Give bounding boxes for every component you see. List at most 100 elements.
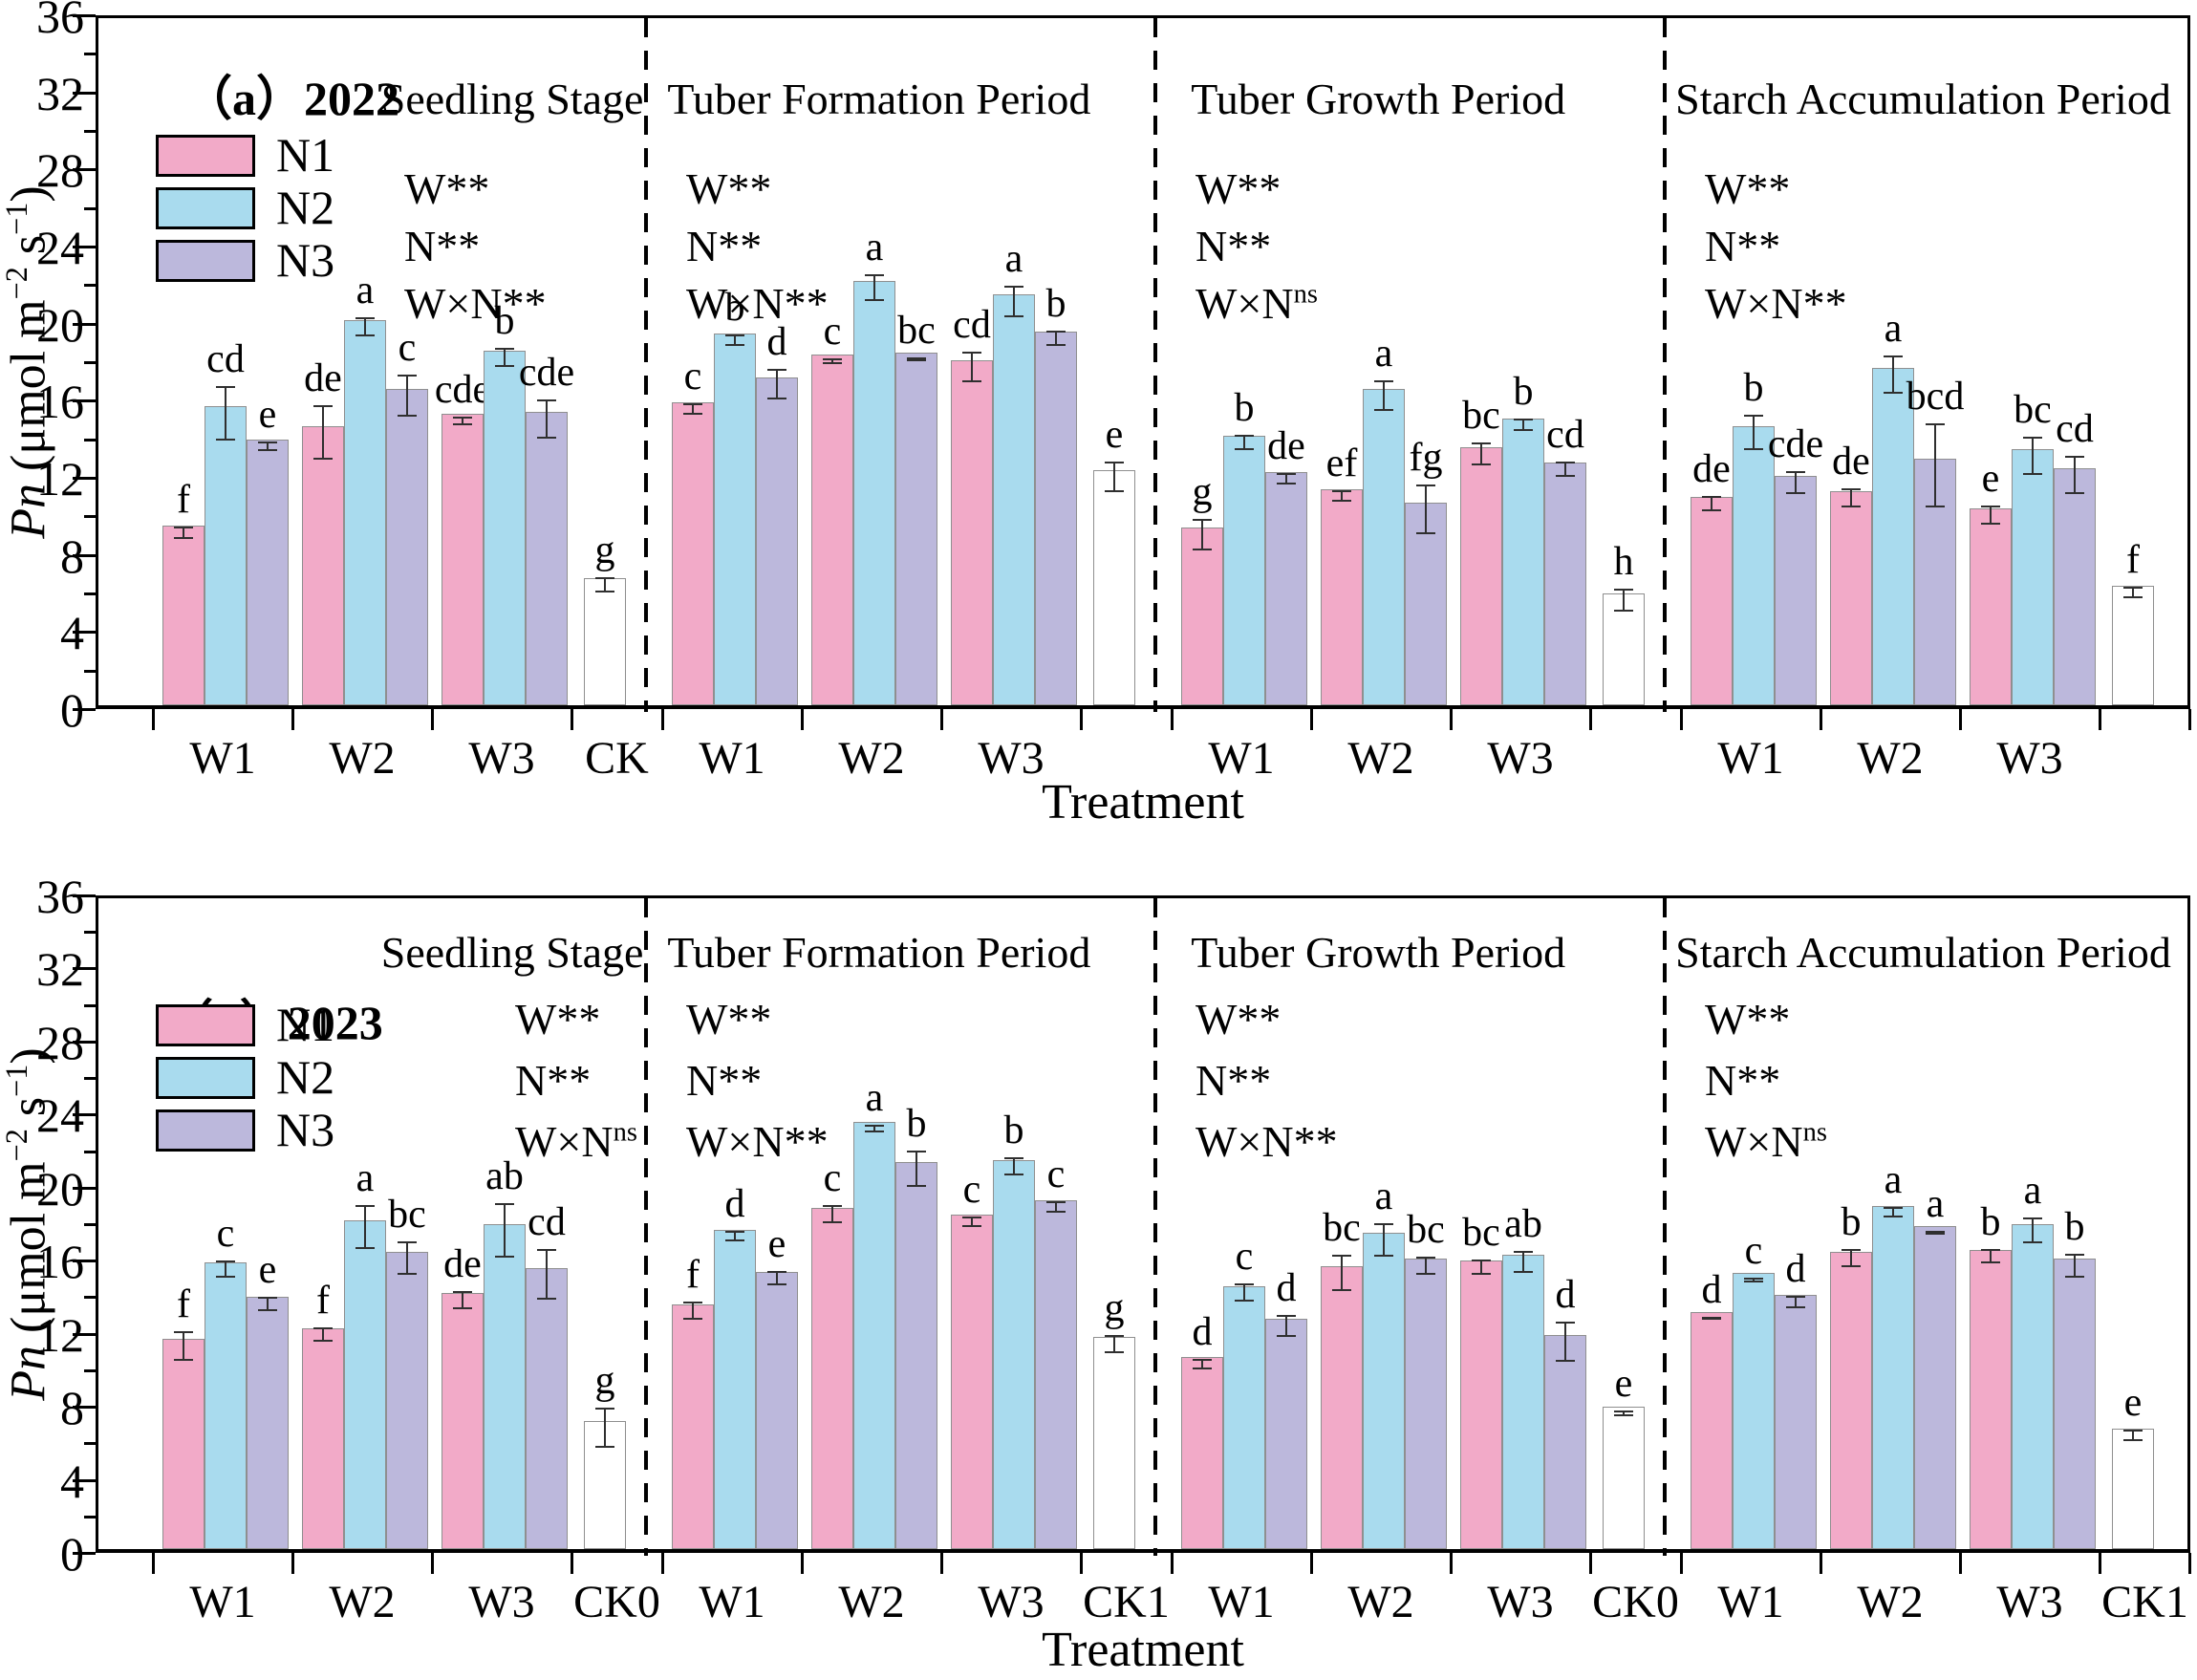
y-major-tick bbox=[73, 1332, 96, 1336]
error-bar-line bbox=[1113, 461, 1115, 493]
error-bar-cap bbox=[907, 358, 926, 361]
error-bar-cap bbox=[1981, 506, 2000, 508]
error-bar-cap bbox=[355, 1205, 375, 1208]
sig-letter: b bbox=[494, 298, 515, 343]
y-minor-tick bbox=[84, 1515, 96, 1518]
bar-W1-N3 bbox=[1265, 1319, 1307, 1549]
sig-letter: cde bbox=[518, 351, 575, 396]
bar-W1-N3 bbox=[1265, 471, 1307, 705]
section-title: Starch Accumulation Period bbox=[1675, 928, 2171, 977]
sig-letter: a bbox=[1884, 306, 1903, 351]
significance-W: W** bbox=[686, 995, 772, 1044]
significance-N: N** bbox=[686, 222, 763, 270]
error-bar-line bbox=[1013, 1157, 1015, 1176]
y-major-tick bbox=[73, 1406, 96, 1410]
error-bar-cap bbox=[823, 1205, 842, 1208]
error-bar-cap bbox=[1105, 490, 1124, 493]
error-bar-cap bbox=[1884, 355, 1903, 357]
bar-W2-N2 bbox=[1872, 368, 1914, 705]
error-bar-line bbox=[1850, 488, 1852, 508]
y-minor-tick bbox=[84, 1442, 96, 1446]
sig-letter: c bbox=[683, 355, 702, 399]
error-bar-cap bbox=[1614, 1411, 1633, 1413]
error-bar-cap bbox=[1514, 1270, 1533, 1273]
sig-letter: a bbox=[865, 1075, 884, 1120]
x-group-label: W1 bbox=[1717, 1577, 1784, 1627]
bar-W3-N2 bbox=[2012, 448, 2054, 705]
sig-letter: b bbox=[906, 1101, 927, 1146]
error-bar-cap bbox=[1193, 1358, 1212, 1361]
x-group-label: W3 bbox=[468, 733, 535, 784]
error-bar-cap bbox=[1926, 1232, 1945, 1235]
error-bar-cap bbox=[1235, 434, 1254, 437]
error-bar-cap bbox=[355, 316, 375, 319]
x-axis-title: Treatment bbox=[1042, 775, 1244, 829]
legend-label-N2: N2 bbox=[276, 181, 335, 234]
error-bar-cap bbox=[823, 357, 842, 360]
significance-W: W** bbox=[1705, 995, 1791, 1044]
bar-W3-N1 bbox=[442, 1293, 484, 1549]
bar-W3-N1 bbox=[951, 1215, 993, 1549]
sig-letter: a bbox=[355, 268, 375, 312]
bar-W3-N2 bbox=[1502, 418, 1544, 705]
y-tick-label: 0 bbox=[60, 1527, 84, 1581]
section-separator bbox=[644, 18, 648, 712]
bar-W3-N3 bbox=[2054, 1259, 2096, 1549]
error-bar-cap bbox=[2065, 1253, 2084, 1256]
error-bar-cap bbox=[1046, 343, 1066, 346]
error-bar-line bbox=[1383, 380, 1385, 412]
bar-CK-CK bbox=[1603, 593, 1645, 705]
y-minor-tick bbox=[84, 130, 96, 133]
significance-W: W** bbox=[515, 995, 601, 1044]
error-bar-cap bbox=[907, 356, 926, 359]
sig-letter: a bbox=[1004, 237, 1023, 282]
bar-W1-N2 bbox=[1733, 425, 1775, 705]
sig-letter: b bbox=[1003, 1109, 1024, 1153]
error-bar-cap bbox=[1416, 1272, 1435, 1275]
error-bar-line bbox=[546, 399, 548, 439]
error-bar-cap bbox=[1744, 415, 1763, 418]
x-axis-tick bbox=[1820, 1553, 1822, 1574]
sig-letter: d bbox=[1276, 1265, 1297, 1310]
x-group-label: W2 bbox=[1857, 1577, 1924, 1627]
sig-letter: c bbox=[823, 309, 842, 354]
error-bar-cap bbox=[1277, 1334, 1296, 1337]
significance-WxN: W×Nns bbox=[1705, 1117, 1827, 1166]
error-bar-cap bbox=[1926, 1230, 1945, 1233]
y-major-tick bbox=[73, 14, 96, 17]
sig-letter: ef bbox=[1325, 442, 1358, 486]
bar-W1-N3 bbox=[756, 1271, 798, 1549]
x-group-label: W2 bbox=[1347, 733, 1414, 784]
bar-W2-N3 bbox=[386, 389, 428, 705]
significance-W: W** bbox=[1195, 995, 1282, 1044]
bar-W1-N3 bbox=[247, 1297, 289, 1549]
bar-CK-CK bbox=[2112, 585, 2154, 705]
y-major-tick bbox=[73, 631, 96, 635]
significance-N: N** bbox=[1705, 1056, 1781, 1105]
section-separator bbox=[1663, 18, 1667, 712]
significance-sup: ns bbox=[613, 1117, 637, 1148]
x-group-label: W2 bbox=[329, 1577, 396, 1627]
error-bar-cap bbox=[1193, 1368, 1212, 1370]
y-tick-label: 24 bbox=[36, 1088, 84, 1143]
bar-W1-N1 bbox=[162, 1339, 205, 1549]
error-bar-line bbox=[1425, 485, 1427, 535]
error-bar-cap bbox=[1786, 492, 1805, 495]
y-major-tick bbox=[73, 168, 96, 172]
error-bar-cap bbox=[1786, 1295, 1805, 1298]
error-bar-line bbox=[1201, 1358, 1203, 1370]
x-axis-tick bbox=[2188, 1553, 2191, 1574]
error-bar-line bbox=[1564, 461, 1566, 477]
x-group-label: W3 bbox=[1487, 1577, 1554, 1627]
y-tick-label: 32 bbox=[36, 66, 84, 120]
error-bar-cap bbox=[495, 1256, 514, 1259]
y-tick-label: 12 bbox=[36, 1307, 84, 1362]
error-bar-cap bbox=[398, 415, 417, 418]
bar-W2-N2 bbox=[853, 1121, 895, 1549]
error-bar-cap bbox=[398, 1241, 417, 1244]
significance-W: W** bbox=[404, 164, 490, 213]
legend-swatch-N1 bbox=[156, 135, 255, 177]
error-bar-cap bbox=[1472, 463, 1491, 465]
y-minor-tick bbox=[84, 592, 96, 595]
section-title: Tuber Growth Period bbox=[1191, 928, 1566, 977]
